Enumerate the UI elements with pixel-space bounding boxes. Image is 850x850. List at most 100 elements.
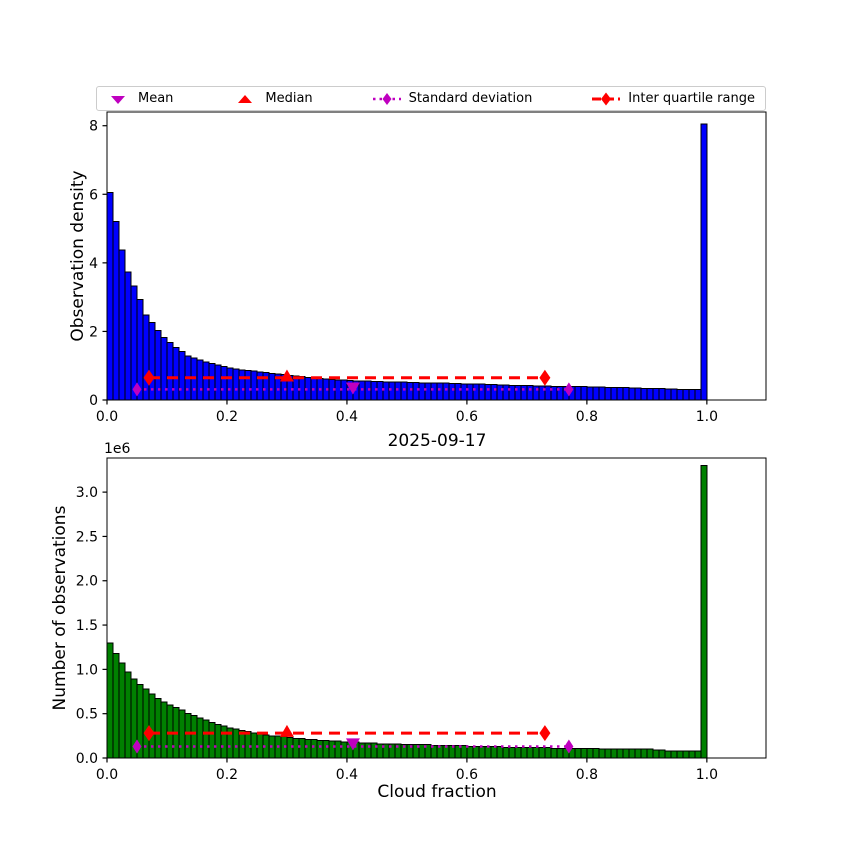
bar bbox=[196, 359, 204, 401]
bar bbox=[604, 748, 612, 759]
y-axis-offset-text: 1e6 bbox=[104, 441, 131, 457]
bar bbox=[670, 750, 678, 759]
bar bbox=[292, 738, 300, 759]
bar bbox=[244, 730, 252, 759]
bar bbox=[160, 337, 168, 401]
bar bbox=[220, 725, 228, 759]
bar bbox=[418, 382, 426, 401]
bar bbox=[502, 746, 510, 759]
bar bbox=[574, 747, 582, 759]
bar bbox=[238, 369, 246, 401]
x-axis-label: Cloud fraction bbox=[377, 782, 497, 802]
bar bbox=[394, 381, 402, 401]
legend-label-mean: Mean bbox=[138, 91, 174, 106]
bar bbox=[178, 351, 186, 401]
bar bbox=[508, 746, 516, 759]
bar bbox=[436, 382, 444, 401]
y-tick-label: 0.5 bbox=[76, 707, 98, 723]
bar bbox=[106, 642, 114, 759]
x-tick-label: 0.4 bbox=[336, 409, 358, 425]
bar bbox=[148, 693, 156, 759]
bar bbox=[370, 742, 378, 759]
bar bbox=[520, 746, 528, 759]
bar bbox=[322, 739, 330, 759]
bar bbox=[628, 387, 636, 401]
bar bbox=[172, 347, 180, 401]
bar bbox=[184, 713, 192, 759]
iqr-marker-icon bbox=[592, 92, 621, 105]
bar bbox=[250, 370, 258, 401]
median-marker bbox=[279, 369, 294, 382]
bar bbox=[376, 380, 384, 401]
bar bbox=[220, 365, 228, 401]
bar bbox=[496, 745, 504, 759]
std-right-marker bbox=[564, 382, 574, 397]
bar bbox=[694, 389, 702, 401]
x-tick-label: 0.0 bbox=[96, 409, 118, 425]
legend-label-median: Median bbox=[265, 91, 313, 106]
bar bbox=[340, 741, 348, 759]
bar bbox=[442, 382, 450, 401]
bar bbox=[424, 382, 432, 401]
std-marker-icon bbox=[372, 92, 401, 105]
bar bbox=[682, 750, 690, 759]
bar bbox=[310, 738, 318, 759]
bar bbox=[292, 375, 300, 401]
bar bbox=[142, 314, 150, 401]
plot-border bbox=[106, 111, 767, 401]
iqr-left-marker bbox=[143, 725, 155, 742]
bar bbox=[298, 738, 306, 759]
x-tick-label: 1.0 bbox=[696, 409, 718, 425]
bar bbox=[646, 387, 654, 401]
bar bbox=[616, 387, 624, 401]
bar bbox=[208, 722, 216, 759]
bar bbox=[334, 740, 342, 759]
iqr-right-marker bbox=[539, 369, 551, 386]
bar bbox=[430, 382, 438, 401]
bar bbox=[496, 384, 504, 401]
bar bbox=[580, 747, 588, 759]
x-tick-label: 0.6 bbox=[456, 767, 478, 783]
bar bbox=[268, 372, 276, 401]
bar bbox=[688, 750, 696, 759]
x-tick-label: 0.2 bbox=[216, 409, 238, 425]
legend-item-std: Standard deviation bbox=[372, 91, 532, 106]
y-tick-label: 0.0 bbox=[76, 751, 98, 767]
bar bbox=[214, 364, 222, 401]
bar bbox=[640, 387, 648, 401]
bar bbox=[580, 386, 588, 401]
x-tick-label: 0.8 bbox=[576, 409, 598, 425]
bar bbox=[112, 652, 120, 759]
bar bbox=[106, 192, 114, 401]
bar bbox=[202, 361, 210, 401]
bar bbox=[514, 384, 522, 401]
legend: Mean Median Standard deviation Inter qua… bbox=[96, 86, 766, 111]
bar bbox=[202, 719, 210, 759]
bar bbox=[124, 671, 132, 759]
iqr-left-marker bbox=[143, 369, 155, 386]
bar bbox=[484, 384, 492, 401]
triangle-up-icon bbox=[238, 94, 253, 103]
bar bbox=[622, 748, 630, 759]
bar bbox=[520, 385, 528, 401]
bar bbox=[628, 748, 636, 759]
bar bbox=[598, 748, 606, 759]
bar bbox=[532, 385, 540, 401]
plot-border bbox=[106, 457, 767, 759]
bar bbox=[490, 384, 498, 401]
bar bbox=[652, 388, 660, 401]
bar bbox=[196, 717, 204, 759]
bar bbox=[166, 704, 174, 759]
bar bbox=[586, 386, 594, 401]
bar bbox=[610, 386, 618, 401]
bar bbox=[154, 698, 162, 759]
bar bbox=[358, 742, 366, 759]
x-axis-ticks: 0.0 0.2 0.4 0.6 0.8 1.0 bbox=[96, 400, 718, 425]
bar bbox=[688, 389, 696, 401]
bar bbox=[616, 748, 624, 759]
y-tick-label: 1.0 bbox=[76, 662, 98, 678]
x-axis-ticks: 0.0 0.2 0.4 0.6 0.8 1.0 bbox=[96, 758, 718, 783]
y-tick-label: 2.5 bbox=[76, 529, 98, 545]
bar bbox=[244, 370, 252, 401]
bar bbox=[370, 380, 378, 401]
